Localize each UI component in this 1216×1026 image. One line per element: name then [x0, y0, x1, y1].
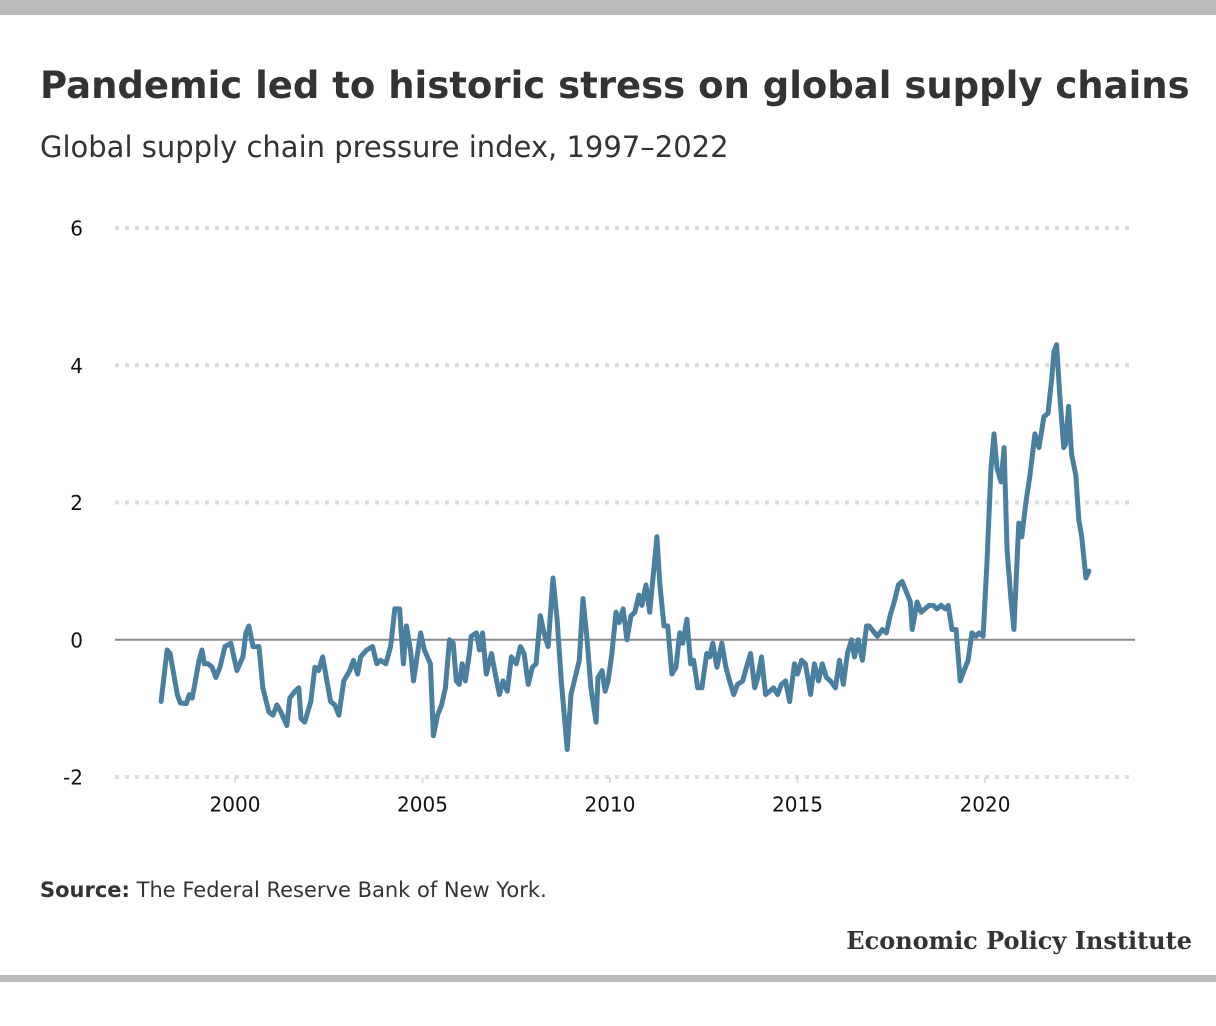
x-tick-label: 2010	[585, 793, 636, 817]
y-tick-label: 6	[70, 217, 83, 241]
source-text: The Federal Reserve Bank of New York.	[136, 878, 547, 902]
y-tick-label: 4	[70, 354, 83, 378]
x-tick-label: 2005	[397, 793, 448, 817]
brand: Economic Policy Institute	[846, 926, 1192, 955]
x-tick-label: 2015	[772, 793, 823, 817]
chart-subtitle: Global supply chain pressure index, 1997…	[40, 130, 729, 164]
bottom-bar	[0, 975, 1216, 982]
source-label: Source:	[40, 878, 130, 902]
series-line	[158, 342, 1092, 752]
y-tick-label: 0	[70, 628, 83, 652]
x-tick-label: 2020	[960, 793, 1011, 817]
source-note: Source: The Federal Reserve Bank of New …	[40, 878, 547, 902]
x-tick-label: 2000	[210, 793, 261, 817]
top-bar	[0, 0, 1216, 15]
y-tick-label: -2	[63, 766, 83, 790]
y-tick-label: 2	[70, 491, 83, 515]
chart-title: Pandemic led to historic stress on globa…	[40, 64, 1190, 107]
